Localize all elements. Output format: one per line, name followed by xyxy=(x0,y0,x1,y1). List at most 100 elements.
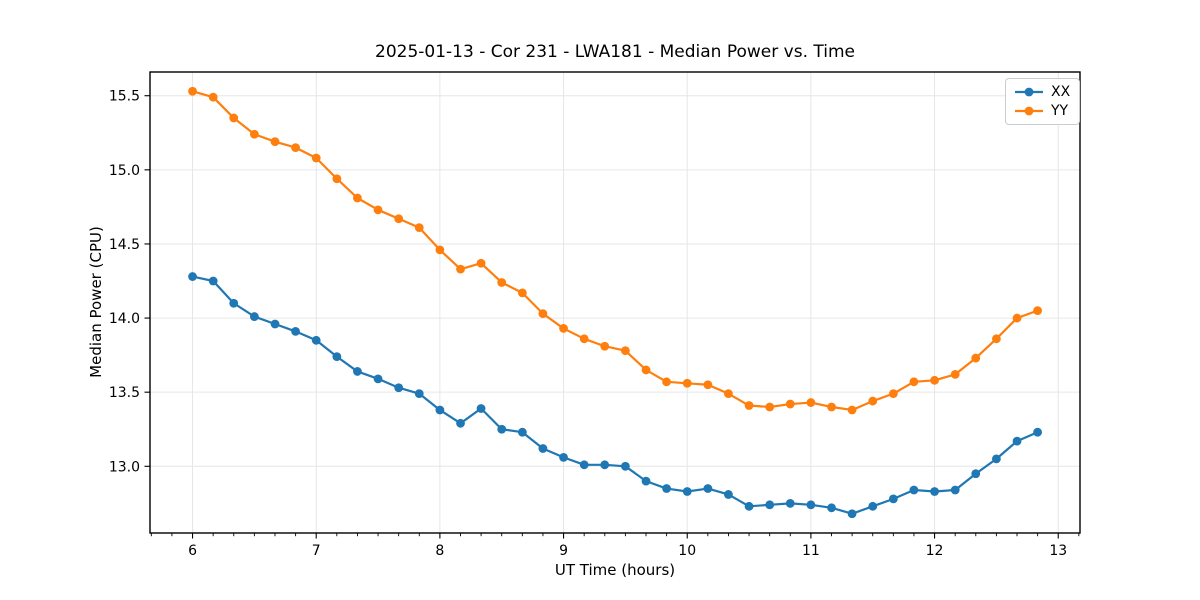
series-xx-marker xyxy=(600,460,610,470)
legend-label: XX xyxy=(1051,84,1071,100)
series-xx-marker xyxy=(188,272,197,281)
series-xx-marker xyxy=(414,389,424,399)
series-xx-marker xyxy=(352,367,362,376)
series-yy-marker xyxy=(208,92,218,102)
series-yy-marker xyxy=(270,137,280,147)
series-yy-marker xyxy=(497,278,507,287)
series-yy-marker xyxy=(435,245,445,255)
series-yy-marker xyxy=(1012,313,1022,323)
series-xx-marker xyxy=(868,501,878,511)
series-xx-marker xyxy=(270,319,280,329)
series-yy-marker xyxy=(847,405,857,415)
series-xx-marker xyxy=(249,312,259,321)
legend-line-marker-icon xyxy=(1015,87,1043,97)
series-yy-marker xyxy=(188,86,197,96)
series-xx-marker xyxy=(620,461,630,471)
series-yy-marker xyxy=(868,396,878,406)
series-xx-marker xyxy=(559,453,568,462)
series-xx-marker xyxy=(785,498,795,508)
series-yy-marker xyxy=(991,334,1001,344)
series-yy-marker xyxy=(930,375,939,385)
series-xx-marker xyxy=(311,335,321,345)
series-xx-marker xyxy=(641,476,651,486)
series-xx-marker xyxy=(724,490,733,499)
y-tick-label: 15.0 xyxy=(109,163,140,179)
series-xx-marker xyxy=(517,427,527,437)
series-yy-marker xyxy=(950,369,960,379)
series-yy-marker xyxy=(476,258,486,268)
series-yy-marker xyxy=(1033,306,1042,316)
legend-label: YY xyxy=(1051,103,1069,119)
series-xx-marker xyxy=(682,487,692,496)
legend: XX YY xyxy=(1005,78,1081,125)
series-xx-marker xyxy=(1012,436,1022,446)
series-xx-marker xyxy=(497,424,507,434)
chart-title: 2025-01-13 - Cor 231 - LWA181 - Median P… xyxy=(375,42,855,62)
series-xx-marker xyxy=(662,484,671,493)
series-xx-marker xyxy=(229,298,239,308)
legend-item-yy: YY xyxy=(1014,103,1070,119)
x-tick-label: 6 xyxy=(188,543,197,559)
x-axis-label: UT Time (hours) xyxy=(554,561,676,579)
series-yy-marker xyxy=(620,346,630,356)
series-xx-marker xyxy=(579,460,589,470)
series-xx-marker xyxy=(971,469,981,479)
series-yy-marker xyxy=(971,353,981,363)
series-yy-marker xyxy=(744,401,754,410)
series-yy-marker xyxy=(579,334,589,344)
series-xx-marker xyxy=(806,500,816,510)
series-yy-marker xyxy=(517,288,527,298)
series-yy-marker xyxy=(538,309,548,319)
x-tick-label: 8 xyxy=(435,543,444,559)
series-yy-marker xyxy=(456,264,465,274)
x-tick-label: 9 xyxy=(559,543,568,559)
series-yy-marker xyxy=(352,193,362,203)
series-yy-marker xyxy=(806,398,816,407)
series-xx-marker xyxy=(744,501,754,511)
x-tick-label: 13 xyxy=(1049,543,1067,559)
y-tick-label: 13.0 xyxy=(109,459,140,475)
series-yy-line xyxy=(192,90,1038,412)
series-xx-marker xyxy=(703,484,713,493)
series-xx-line xyxy=(192,275,1039,515)
y-tick-label: 13.5 xyxy=(109,385,140,401)
series-yy-marker xyxy=(785,399,795,409)
series-yy-marker xyxy=(394,214,404,224)
series-yy-marker xyxy=(249,129,259,139)
series-xx-marker xyxy=(950,485,960,495)
series-yy-marker xyxy=(641,365,651,375)
series-xx-marker xyxy=(476,404,486,413)
series-xx-marker xyxy=(394,383,404,393)
series-yy-marker xyxy=(229,113,239,123)
y-axis-label: Median Power (CPU) xyxy=(87,226,105,378)
series-xx-marker xyxy=(1033,427,1042,437)
series-xx-marker xyxy=(332,352,342,362)
series-xx-marker xyxy=(930,487,939,496)
x-tick-label: 12 xyxy=(926,543,944,559)
y-tick-label: 15.5 xyxy=(109,89,140,105)
series-xx-marker xyxy=(765,500,775,510)
series-xx-marker xyxy=(538,444,548,453)
series-yy-marker xyxy=(888,389,898,399)
x-tick-label: 7 xyxy=(312,543,321,559)
series-yy-marker xyxy=(682,378,692,388)
series-yy-marker xyxy=(909,377,919,387)
series-xx-marker xyxy=(208,276,218,286)
y-tick-label: 14.5 xyxy=(109,237,140,253)
series-xx-marker xyxy=(456,418,465,428)
series-xx-marker xyxy=(991,454,1001,464)
series-yy-marker xyxy=(724,389,733,399)
series-xx-marker xyxy=(435,405,445,415)
series-yy-marker xyxy=(559,324,568,333)
series-yy-marker xyxy=(414,223,424,233)
series-xx-marker xyxy=(291,327,300,336)
x-tick-label: 10 xyxy=(678,543,696,559)
x-tick-label: 11 xyxy=(802,543,820,559)
legend-line-marker-icon xyxy=(1015,106,1043,116)
plot-frame xyxy=(149,71,1081,534)
series-xx-marker xyxy=(373,374,383,384)
y-tick-label: 14.0 xyxy=(109,311,140,327)
series-yy-marker xyxy=(373,205,383,215)
